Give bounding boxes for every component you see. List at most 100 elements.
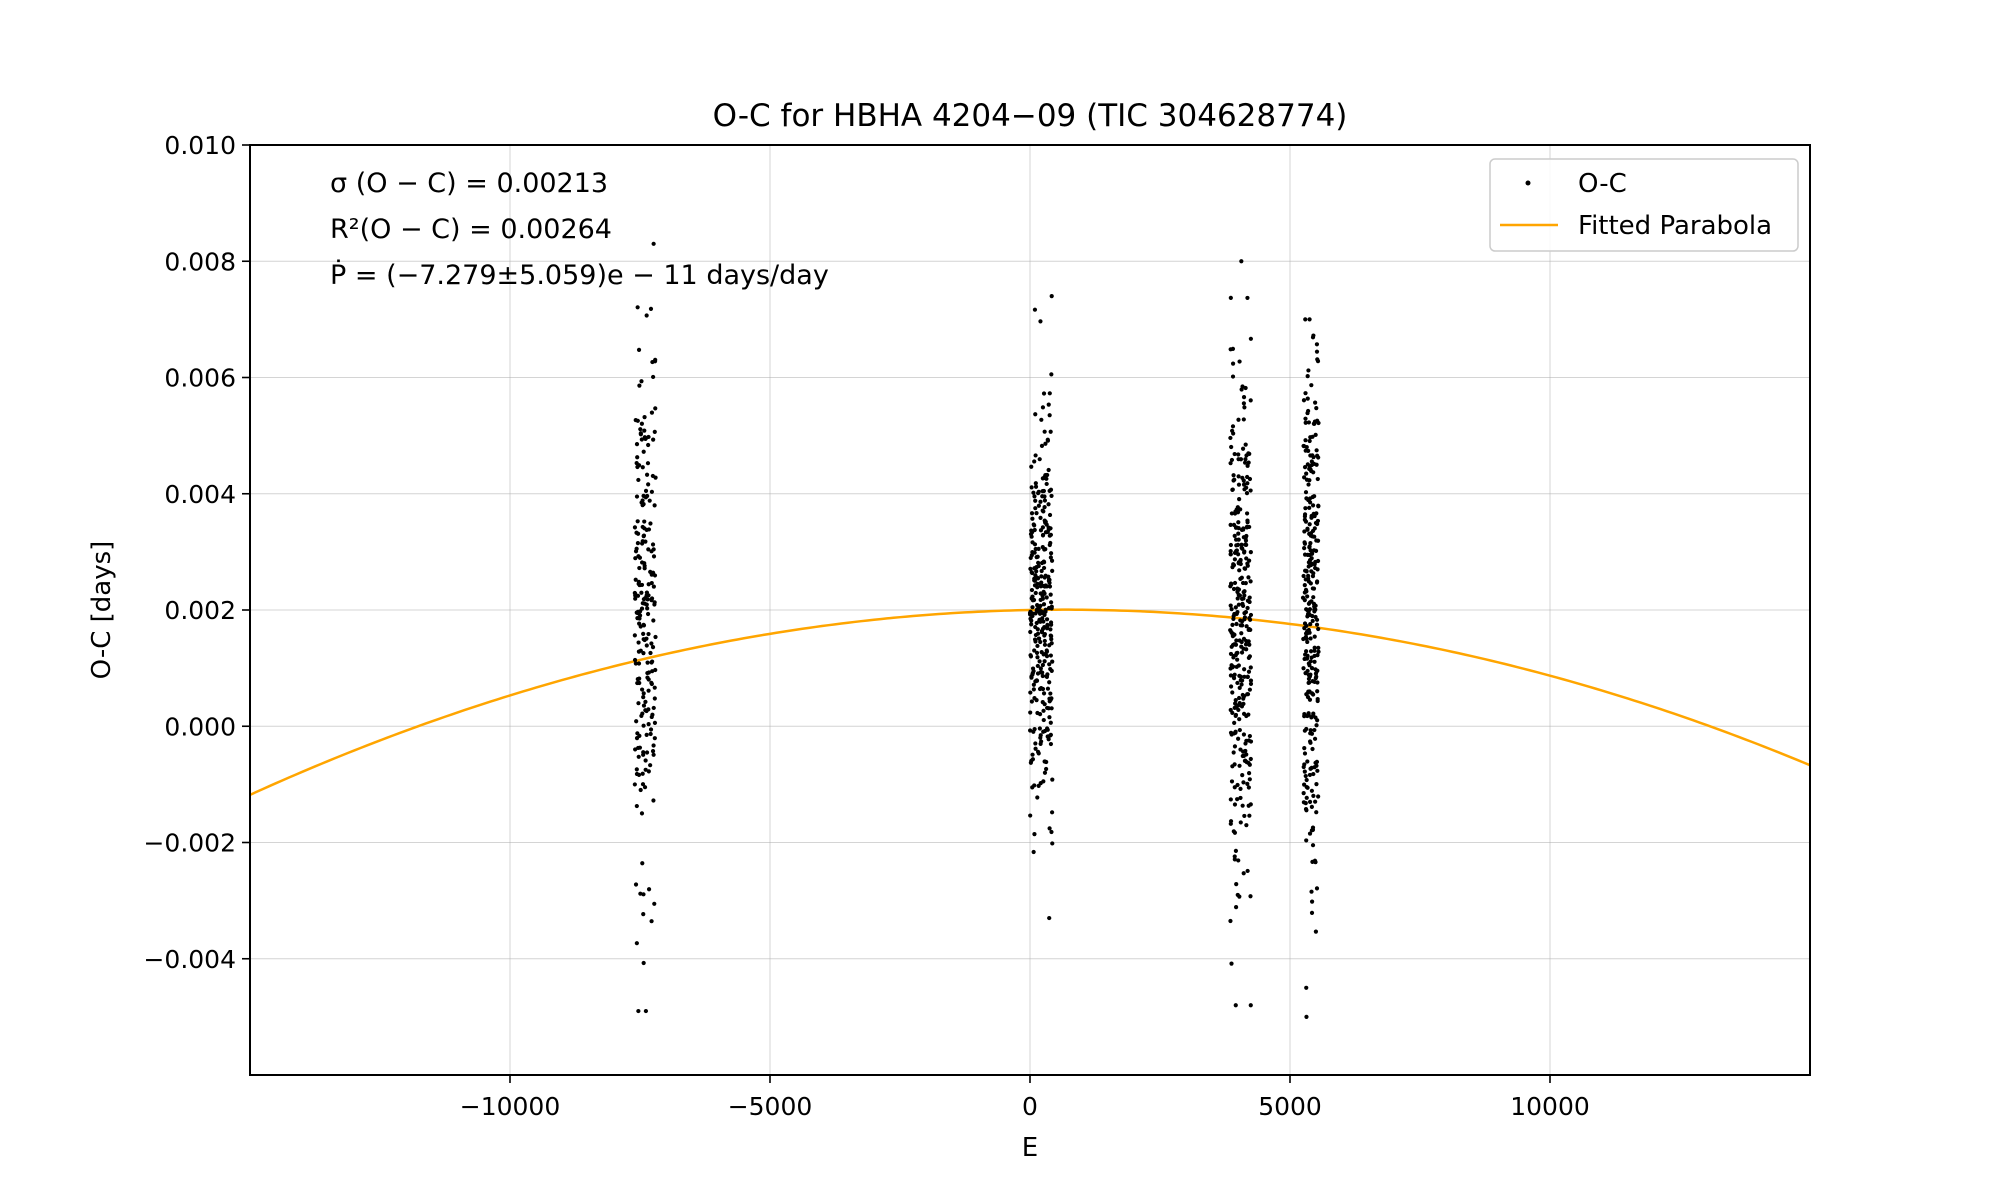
oc-point bbox=[1236, 520, 1241, 525]
oc-point bbox=[1308, 548, 1313, 553]
oc-point bbox=[1228, 651, 1234, 657]
oc-point bbox=[652, 736, 657, 741]
oc-point bbox=[1245, 463, 1250, 468]
oc-point bbox=[1302, 517, 1307, 522]
oc-point bbox=[643, 488, 649, 493]
oc-point bbox=[1242, 589, 1247, 594]
x-axis-title: E bbox=[1022, 1133, 1038, 1163]
oc-point bbox=[1231, 613, 1236, 619]
oc-point bbox=[1043, 530, 1049, 535]
oc-point bbox=[1236, 537, 1241, 542]
oc-point bbox=[1246, 803, 1251, 808]
oc-point bbox=[633, 596, 638, 601]
oc-point bbox=[1047, 680, 1052, 685]
oc-point bbox=[1310, 503, 1316, 508]
oc-point bbox=[1031, 490, 1036, 495]
oc-point bbox=[643, 436, 648, 441]
oc-point bbox=[1238, 820, 1243, 825]
oc-point bbox=[1239, 631, 1244, 636]
oc-point bbox=[1035, 749, 1041, 754]
oc-point bbox=[1033, 573, 1038, 578]
oc-point bbox=[1314, 342, 1320, 347]
oc-point bbox=[1031, 522, 1036, 527]
oc-point bbox=[1305, 462, 1310, 467]
oc-point bbox=[1241, 482, 1247, 487]
oc-point bbox=[1047, 391, 1052, 396]
oc-point bbox=[637, 613, 643, 618]
oc-point bbox=[1238, 623, 1243, 628]
oc-point bbox=[635, 305, 640, 310]
legend-marker-oc bbox=[1525, 180, 1531, 186]
oc-point bbox=[1247, 617, 1253, 622]
oc-point bbox=[1033, 484, 1039, 489]
oc-point bbox=[1042, 638, 1047, 644]
oc-point bbox=[641, 651, 646, 656]
oc-point bbox=[1309, 513, 1314, 519]
oc-point bbox=[1042, 475, 1047, 480]
oc-point bbox=[1048, 732, 1053, 737]
oc-point bbox=[1309, 459, 1314, 464]
oc-point bbox=[1032, 648, 1037, 653]
oc-point bbox=[1237, 568, 1242, 573]
oc-point bbox=[1045, 622, 1050, 627]
oc-point bbox=[1039, 670, 1044, 675]
oc-point bbox=[1228, 295, 1233, 300]
oc-point bbox=[1229, 779, 1235, 784]
oc-point bbox=[645, 606, 650, 611]
oc-point bbox=[1245, 692, 1250, 697]
oc-point bbox=[643, 596, 648, 601]
oc-point bbox=[636, 1008, 641, 1014]
oc-point bbox=[1048, 720, 1053, 725]
oc-point bbox=[1310, 825, 1316, 830]
oc-point bbox=[1228, 461, 1233, 466]
oc-point bbox=[1033, 611, 1038, 616]
oc-point bbox=[1309, 731, 1315, 736]
oc-point bbox=[638, 431, 643, 436]
oc-point bbox=[1031, 849, 1036, 855]
oc-point bbox=[1238, 558, 1243, 564]
oc-point bbox=[1048, 691, 1053, 696]
oc-point bbox=[1036, 560, 1041, 565]
oc-point bbox=[1245, 520, 1250, 525]
oc-point bbox=[646, 670, 651, 675]
oc-point bbox=[644, 708, 649, 714]
oc-point bbox=[648, 521, 653, 526]
legend: O-C Fitted Parabola bbox=[1489, 158, 1799, 252]
oc-point bbox=[1307, 505, 1312, 510]
oc-point bbox=[1030, 611, 1035, 616]
oc-point bbox=[1032, 637, 1038, 642]
oc-point bbox=[1236, 474, 1241, 479]
oc-point bbox=[1029, 618, 1034, 623]
oc-point bbox=[636, 579, 641, 584]
oc-point bbox=[651, 554, 657, 559]
oc-point bbox=[636, 347, 642, 352]
oc-point bbox=[1245, 474, 1250, 480]
oc-point bbox=[1042, 494, 1047, 499]
oc-point bbox=[652, 429, 657, 434]
oc-point bbox=[1238, 795, 1243, 801]
oc-point bbox=[1046, 605, 1052, 611]
oc-point bbox=[1304, 607, 1309, 612]
oc-point bbox=[1028, 813, 1033, 818]
oc-point bbox=[634, 771, 640, 777]
oc-point bbox=[1243, 748, 1248, 754]
oc-point bbox=[1034, 569, 1039, 574]
oc-point bbox=[642, 637, 647, 642]
x-tick-label: 0 bbox=[1022, 1092, 1038, 1121]
oc-point bbox=[1244, 533, 1249, 539]
oc-point bbox=[1233, 905, 1239, 910]
oc-point bbox=[1246, 760, 1251, 766]
oc-point bbox=[1301, 573, 1306, 579]
oc-point bbox=[1311, 595, 1316, 600]
oc-point bbox=[638, 891, 643, 896]
oc-point bbox=[1047, 488, 1052, 493]
oc-point bbox=[1309, 899, 1315, 904]
oc-point bbox=[1235, 586, 1240, 591]
oc-point bbox=[639, 421, 645, 426]
oc-point bbox=[648, 727, 654, 732]
oc-point bbox=[1048, 653, 1053, 658]
oc-point bbox=[1236, 592, 1241, 597]
oc-point bbox=[1033, 506, 1038, 511]
oc-point bbox=[1236, 736, 1241, 741]
